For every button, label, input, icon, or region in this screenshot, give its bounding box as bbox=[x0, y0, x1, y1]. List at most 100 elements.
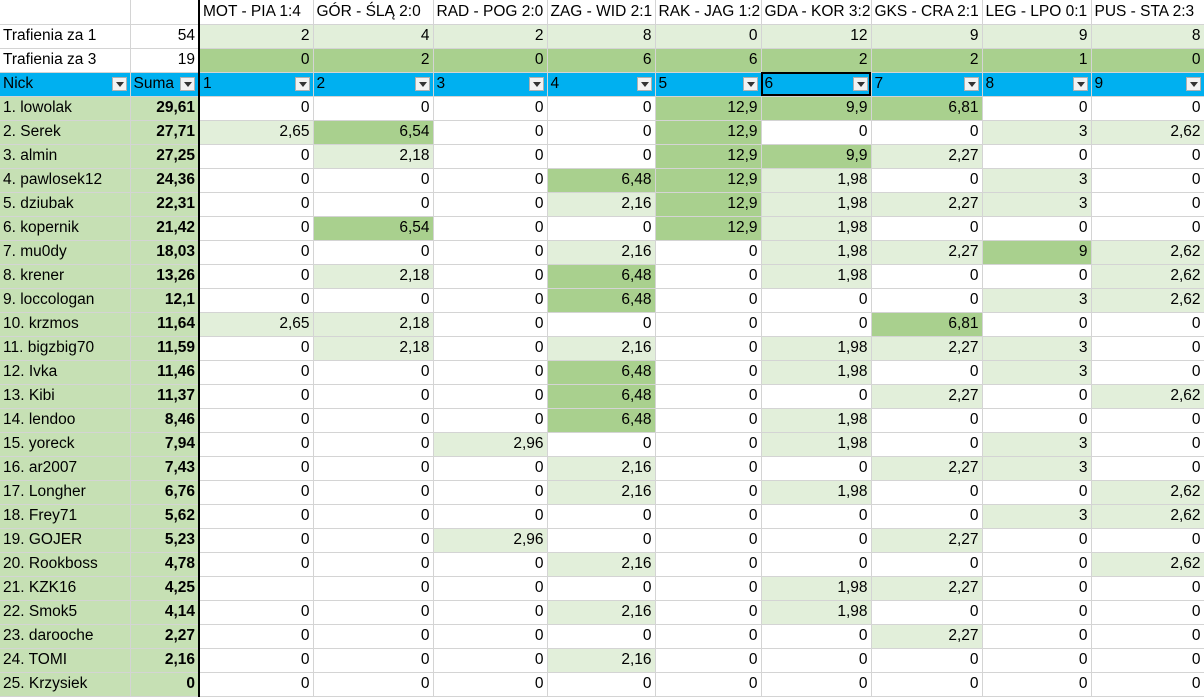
trafienia1-total[interactable]: 54 bbox=[130, 24, 200, 49]
empty-cell[interactable] bbox=[0, 0, 131, 25]
score-cell[interactable]: 2,62 bbox=[1091, 480, 1204, 505]
suma-cell[interactable]: 2,27 bbox=[130, 624, 200, 649]
score-cell[interactable]: 6,48 bbox=[547, 264, 656, 289]
trafienia1-value[interactable]: 9 bbox=[982, 24, 1092, 49]
score-cell[interactable]: 2,62 bbox=[1091, 288, 1204, 313]
score-cell[interactable]: 0 bbox=[1091, 312, 1204, 337]
score-cell[interactable]: 0 bbox=[313, 168, 434, 193]
suma-cell[interactable]: 0 bbox=[130, 672, 200, 697]
score-cell[interactable]: 0 bbox=[1091, 192, 1204, 217]
column-header[interactable]: 7 bbox=[871, 72, 983, 97]
score-cell[interactable]: 0 bbox=[433, 648, 548, 673]
score-cell[interactable]: 0 bbox=[198, 96, 314, 121]
suma-cell[interactable]: 27,71 bbox=[130, 120, 200, 145]
score-cell[interactable]: 0 bbox=[313, 480, 434, 505]
score-cell[interactable]: 0 bbox=[655, 240, 762, 265]
score-cell[interactable]: 0 bbox=[313, 600, 434, 625]
score-cell[interactable]: 0 bbox=[547, 96, 656, 121]
suma-cell[interactable]: 4,78 bbox=[130, 552, 200, 577]
score-cell[interactable]: 0 bbox=[198, 432, 314, 457]
score-cell[interactable]: 0 bbox=[1091, 168, 1204, 193]
score-cell[interactable]: 0 bbox=[1091, 600, 1204, 625]
score-cell[interactable]: 2,18 bbox=[313, 264, 434, 289]
score-cell[interactable]: 0 bbox=[433, 96, 548, 121]
score-cell[interactable]: 6,48 bbox=[547, 360, 656, 385]
score-cell[interactable]: 2,62 bbox=[1091, 240, 1204, 265]
suma-cell[interactable]: 11,64 bbox=[130, 312, 200, 337]
nick-cell[interactable]: 13. Kibi bbox=[0, 384, 131, 409]
trafienia1-value[interactable]: 8 bbox=[547, 24, 656, 49]
score-cell[interactable]: 0 bbox=[198, 600, 314, 625]
suma-cell[interactable]: 24,36 bbox=[130, 168, 200, 193]
score-cell[interactable]: 0 bbox=[655, 480, 762, 505]
score-cell[interactable]: 0 bbox=[433, 120, 548, 145]
trafienia1-value[interactable]: 0 bbox=[655, 24, 762, 49]
suma-cell[interactable]: 29,61 bbox=[130, 96, 200, 121]
score-cell[interactable]: 0 bbox=[761, 672, 872, 697]
score-cell[interactable]: 0 bbox=[313, 672, 434, 697]
score-cell[interactable]: 0 bbox=[871, 552, 983, 577]
score-cell[interactable]: 0 bbox=[761, 552, 872, 577]
nick-cell[interactable]: 11. bigzbig70 bbox=[0, 336, 131, 361]
score-cell[interactable]: 2,16 bbox=[547, 336, 656, 361]
score-cell[interactable]: 0 bbox=[761, 624, 872, 649]
score-cell[interactable]: 0 bbox=[1091, 648, 1204, 673]
score-cell[interactable]: 2,27 bbox=[871, 192, 983, 217]
score-cell[interactable]: 3 bbox=[982, 432, 1092, 457]
trafienia1-value[interactable]: 2 bbox=[433, 24, 548, 49]
score-cell[interactable] bbox=[198, 576, 314, 601]
suma-cell[interactable]: 7,94 bbox=[130, 432, 200, 457]
score-cell[interactable]: 0 bbox=[313, 456, 434, 481]
trafienia1-value[interactable]: 9 bbox=[871, 24, 983, 49]
nick-cell[interactable]: 17. Longher bbox=[0, 480, 131, 505]
score-cell[interactable]: 0 bbox=[1091, 96, 1204, 121]
score-cell[interactable]: 0 bbox=[198, 552, 314, 577]
score-cell[interactable]: 0 bbox=[433, 264, 548, 289]
score-cell[interactable]: 0 bbox=[871, 432, 983, 457]
trafienia3-value[interactable]: 1 bbox=[982, 48, 1092, 73]
match-header[interactable]: GDA - KOR 3:2 bbox=[761, 0, 872, 25]
score-cell[interactable]: 3 bbox=[982, 192, 1092, 217]
nick-cell[interactable]: 23. darooche bbox=[0, 624, 131, 649]
score-cell[interactable]: 0 bbox=[547, 312, 656, 337]
score-cell[interactable]: 0 bbox=[433, 576, 548, 601]
score-cell[interactable]: 0 bbox=[547, 576, 656, 601]
column-header[interactable]: 3 bbox=[433, 72, 548, 97]
score-cell[interactable]: 0 bbox=[761, 288, 872, 313]
score-cell[interactable]: 0 bbox=[655, 432, 762, 457]
nick-cell[interactable]: 15. yoreck bbox=[0, 432, 131, 457]
nick-cell[interactable]: 1. lowolak bbox=[0, 96, 131, 121]
score-cell[interactable]: 2,27 bbox=[871, 576, 983, 601]
column-header[interactable]: 9 bbox=[1091, 72, 1204, 97]
trafienia3-value[interactable]: 0 bbox=[1091, 48, 1204, 73]
score-cell[interactable]: 0 bbox=[313, 528, 434, 553]
suma-cell[interactable]: 7,43 bbox=[130, 456, 200, 481]
nick-cell[interactable]: 25. Krzysiek bbox=[0, 672, 131, 697]
score-cell[interactable]: 0 bbox=[655, 384, 762, 409]
score-cell[interactable]: 0 bbox=[313, 648, 434, 673]
filter-dropdown-icon[interactable] bbox=[852, 76, 868, 91]
nick-cell[interactable]: 16. ar2007 bbox=[0, 456, 131, 481]
column-header[interactable]: 8 bbox=[982, 72, 1092, 97]
trafienia3-value[interactable]: 6 bbox=[547, 48, 656, 73]
score-cell[interactable]: 12,9 bbox=[655, 144, 762, 169]
score-cell[interactable]: 0 bbox=[982, 264, 1092, 289]
nick-cell[interactable]: 8. krener bbox=[0, 264, 131, 289]
score-cell[interactable]: 0 bbox=[198, 648, 314, 673]
trafienia3-value[interactable]: 2 bbox=[313, 48, 434, 73]
score-cell[interactable]: 0 bbox=[1091, 144, 1204, 169]
score-cell[interactable]: 0 bbox=[433, 456, 548, 481]
trafienia3-value[interactable]: 2 bbox=[761, 48, 872, 73]
nick-cell[interactable]: 7. mu0dy bbox=[0, 240, 131, 265]
score-cell[interactable]: 0 bbox=[655, 624, 762, 649]
score-cell[interactable]: 0 bbox=[433, 600, 548, 625]
score-cell[interactable]: 2,62 bbox=[1091, 552, 1204, 577]
filter-dropdown-icon[interactable] bbox=[294, 76, 310, 91]
suma-cell[interactable]: 21,42 bbox=[130, 216, 200, 241]
score-cell[interactable]: 0 bbox=[313, 288, 434, 313]
score-cell[interactable]: 0 bbox=[1091, 672, 1204, 697]
score-cell[interactable]: 0 bbox=[433, 384, 548, 409]
score-cell[interactable]: 0 bbox=[433, 240, 548, 265]
score-cell[interactable]: 1,98 bbox=[761, 432, 872, 457]
score-cell[interactable]: 0 bbox=[982, 624, 1092, 649]
